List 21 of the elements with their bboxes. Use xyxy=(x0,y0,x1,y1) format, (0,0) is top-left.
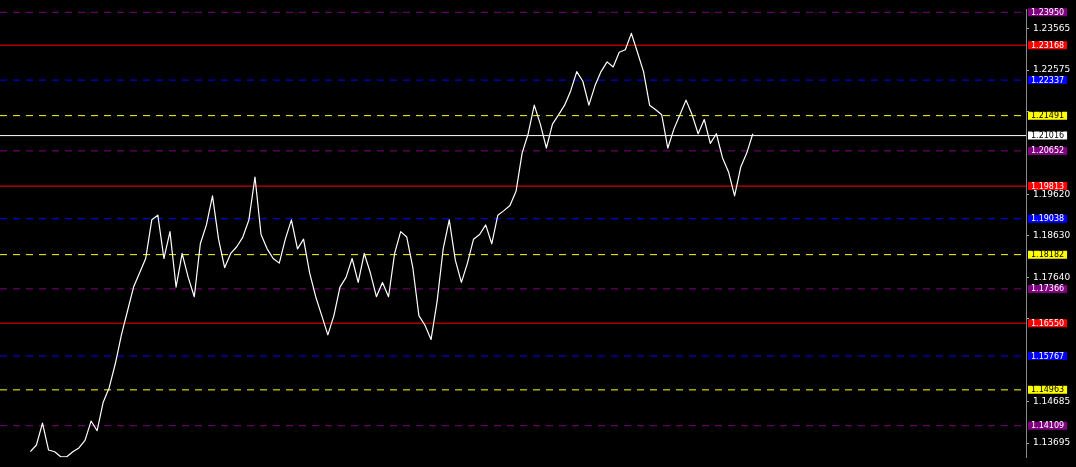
ref-line-label: 1.19038 xyxy=(1031,214,1065,224)
ref-line-label: 1.14109 xyxy=(1031,421,1065,431)
ref-line-label: 1.18182 xyxy=(1031,250,1065,260)
ref-line-label: 1.20652 xyxy=(1031,146,1065,156)
y-tick-label: 1.18630 xyxy=(1033,230,1071,241)
y-tick-label: 1.14685 xyxy=(1033,395,1071,406)
ref-line-label: 1.21016 xyxy=(1031,131,1065,141)
ref-line-label: 1.14963 xyxy=(1031,385,1065,395)
ref-line-label: 1.23950 xyxy=(1031,7,1065,17)
y-tick-label: 1.22575 xyxy=(1033,64,1071,75)
ref-line-label: 1.16550 xyxy=(1031,318,1065,328)
y-tick-label: 1.17640 xyxy=(1033,271,1071,282)
ref-line-label: 1.17366 xyxy=(1031,284,1065,294)
y-tick-label: 1.13695 xyxy=(1033,437,1071,448)
ref-line-label: 1.19813 xyxy=(1031,181,1065,191)
y-tick-label: 1.23565 xyxy=(1033,22,1071,33)
y-tick-label: 1.19620 xyxy=(1033,188,1071,199)
ref-line-label: 1.15767 xyxy=(1031,351,1065,361)
ref-line-label: 1.21491 xyxy=(1031,111,1065,121)
ref-line-label: 1.23168 xyxy=(1031,40,1065,50)
ref-line-label: 1.22337 xyxy=(1031,75,1065,85)
